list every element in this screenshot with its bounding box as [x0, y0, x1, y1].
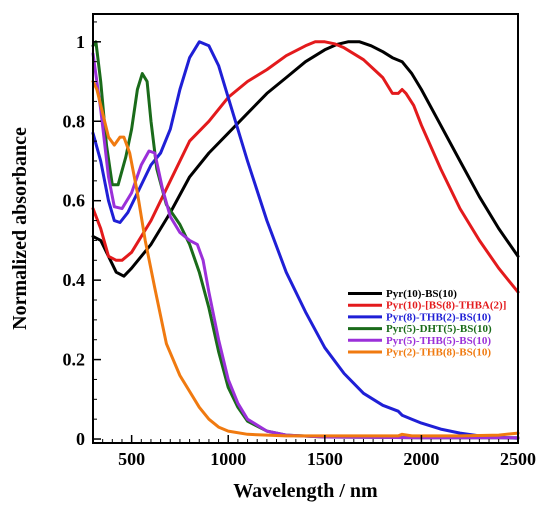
series-layer	[91, 40, 520, 440]
legend-label: Pyr(5)-DHT(5)-BS(10)	[386, 323, 492, 335]
x-tick-label: 2500	[500, 449, 536, 469]
legend-label: Pyr(10)-[BS(8)-THBA(2)]	[386, 300, 506, 312]
x-tick-label: 2000	[403, 449, 439, 469]
y-tick-label: 0.2	[63, 350, 86, 370]
y-tick-label: 0	[76, 429, 85, 449]
series-line-6	[91, 80, 520, 438]
y-tick-label: 0.6	[63, 191, 86, 211]
y-tick-label: 0.8	[63, 111, 86, 131]
y-tick-label: 0.4	[63, 270, 86, 290]
x-axis-title: Wavelength / nm	[233, 480, 378, 502]
plot-frame	[92, 13, 519, 444]
series-line-1	[91, 40, 520, 278]
series-line-3	[91, 40, 520, 440]
legend-label: Pyr(2)-THB(8)-BS(10)	[386, 347, 491, 359]
series-line-5	[91, 52, 520, 440]
x-tick-label: 1000	[210, 449, 246, 469]
x-tick-label: 1500	[307, 449, 343, 469]
series-line-4	[91, 40, 520, 440]
x-tick-label: 500	[118, 449, 145, 469]
legend-label: Pyr(8)-THB(2)-BS(10)	[386, 311, 491, 323]
y-axis-title: Normalized absorbance	[9, 127, 31, 330]
series-line-2	[91, 40, 520, 294]
legend: Pyr(10)-BS(10)Pyr(10)-[BS(8)-THBA(2)]Pyr…	[348, 288, 506, 359]
y-tick-label: 1	[76, 32, 85, 52]
legend-label: Pyr(5)-THB(5)-BS(10)	[386, 335, 491, 347]
ticks-layer: 500 1000 1500 2000 2500 0 0.2 0.4 0.6 0.8 1	[63, 21, 536, 469]
legend-label: Pyr(10)-BS(10)	[386, 288, 457, 300]
